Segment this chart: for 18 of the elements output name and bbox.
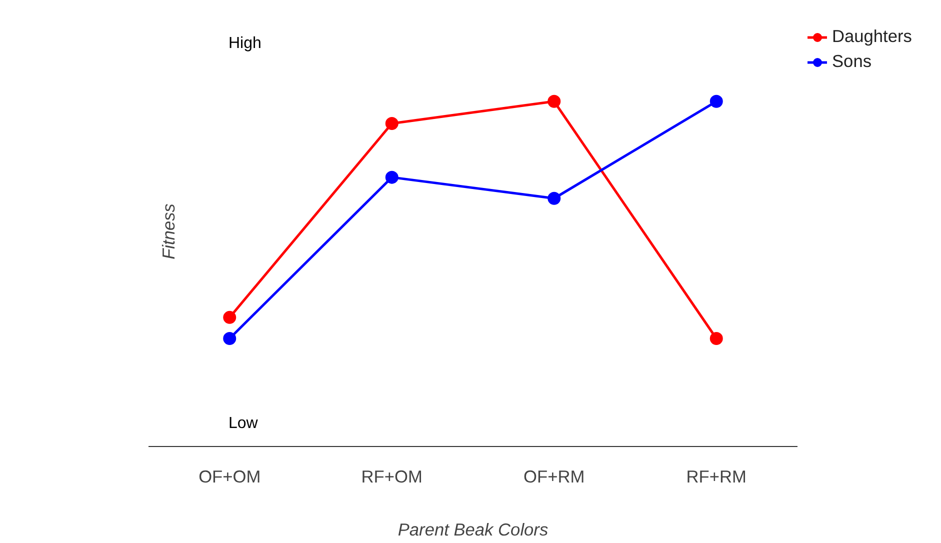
x-axis-title: Parent Beak Colors bbox=[398, 520, 548, 540]
point bbox=[710, 94, 723, 108]
point bbox=[385, 170, 398, 184]
point bbox=[548, 94, 561, 108]
legend-label: Sons bbox=[832, 51, 872, 72]
point bbox=[548, 192, 561, 205]
y-axis-title: Fitness bbox=[158, 203, 178, 260]
text: High bbox=[228, 35, 262, 52]
x-tick-label: OF+RM bbox=[524, 466, 585, 486]
point bbox=[385, 116, 398, 130]
x-tick-label: OF+OM bbox=[198, 466, 261, 486]
x-tick-label: RF+OM bbox=[361, 466, 422, 486]
annotation: Low bbox=[228, 414, 258, 432]
point bbox=[223, 332, 236, 345]
x-tick-label: RF+RM bbox=[686, 466, 746, 486]
legend-label: Daughters bbox=[832, 26, 912, 47]
point bbox=[223, 310, 236, 324]
point bbox=[710, 332, 723, 345]
